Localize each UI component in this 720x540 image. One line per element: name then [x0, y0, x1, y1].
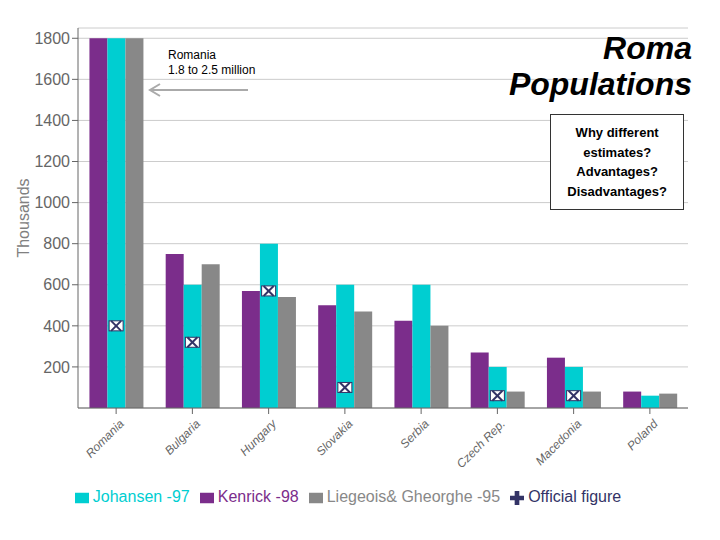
html-text:Official figure: Official figure: [528, 488, 622, 505]
html-text:1.8 to 2.5 million: 1.8 to 2.5 million: [168, 63, 256, 77]
html-text:Kenrick -98: Kenrick -98: [217, 488, 299, 505]
svg-text:Poland: Poland: [624, 416, 661, 453]
html-text:Advantages?: Advantages?: [576, 164, 658, 179]
html-text:Liegeois& Gheorghe -95: Liegeois& Gheorghe -95: [326, 488, 501, 505]
svg-text:600: 600: [43, 276, 70, 293]
svg-text:Thousands: Thousands: [15, 178, 32, 257]
svg-text:Bulgaria: Bulgaria: [162, 416, 203, 457]
html-text:estimates?: estimates?: [583, 144, 652, 160]
svg-text:Serbia: Serbia: [397, 416, 432, 451]
svg-text:Romania: Romania: [83, 416, 127, 460]
svg-text:200: 200: [43, 359, 70, 376]
html-text:Populations: Populations: [508, 66, 692, 102]
svg-text:Hungary: Hungary: [237, 416, 280, 459]
svg-text:800: 800: [43, 235, 70, 252]
svg-text:1800: 1800: [34, 30, 70, 47]
svg-text:Slovakia: Slovakia: [314, 416, 356, 458]
html-text:Why different: Why different: [575, 125, 659, 140]
html-text:Disadvantages?: Disadvantages?: [567, 183, 667, 199]
svg-text:1400: 1400: [34, 112, 70, 129]
svg-text:Macedonia: Macedonia: [533, 416, 585, 468]
svg-text:1000: 1000: [34, 194, 70, 211]
html-text:Roma: Roma: [603, 30, 692, 66]
svg-text:Czech Rep.: Czech Rep.: [454, 417, 508, 471]
svg-text:1600: 1600: [34, 71, 70, 88]
html-text:Romania: Romania: [168, 48, 216, 62]
svg-text:400: 400: [43, 318, 70, 335]
svg-text:1200: 1200: [34, 153, 70, 170]
html-text:Johansen -97: Johansen -97: [92, 488, 190, 505]
